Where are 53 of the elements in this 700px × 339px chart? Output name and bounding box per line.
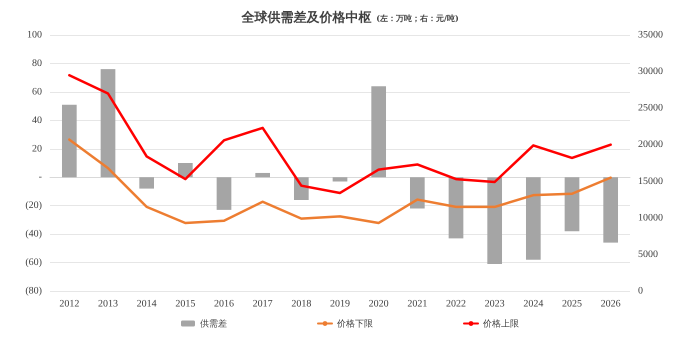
y-tick-label: 20 xyxy=(32,143,42,154)
x-tick-label: 2024 xyxy=(523,298,544,310)
y2-tick-label: 30000 xyxy=(638,66,663,78)
bar xyxy=(216,177,232,210)
bar xyxy=(487,177,502,264)
x-tick-label: 2023 xyxy=(484,298,505,310)
x-tick-label: 2026 xyxy=(600,298,621,310)
bar xyxy=(526,177,541,260)
line-series xyxy=(68,138,612,224)
x-tick-label: 2021 xyxy=(407,298,428,310)
x-tick-label: 2025 xyxy=(562,298,582,310)
x-tick-label: 2019 xyxy=(330,298,350,310)
x-tick-label: 2016 xyxy=(214,298,234,310)
y-tick-label: 100 xyxy=(27,30,42,40)
legend-label: 价格下限 xyxy=(336,318,373,328)
bar xyxy=(139,177,154,189)
y-tick-label: (80) xyxy=(25,286,42,296)
bar xyxy=(255,172,270,178)
y-tick-label: (40) xyxy=(25,228,42,240)
y-tick-label: 80 xyxy=(32,58,42,69)
y2-tick-label: 25000 xyxy=(638,102,663,114)
bar xyxy=(62,104,77,178)
y2-tick-label: 35000 xyxy=(638,30,663,40)
x-tick-label: 2015 xyxy=(175,298,196,310)
x-tick-label: 2020 xyxy=(368,298,389,310)
y-tick-label: 40 xyxy=(32,114,42,126)
x-tick-label: 2018 xyxy=(291,298,312,310)
legend-label: 价格上限 xyxy=(482,318,519,328)
line-series xyxy=(68,74,612,194)
x-tick-label: 2013 xyxy=(98,298,118,310)
y-tick-label: (20) xyxy=(25,200,42,212)
y-tick-label: (60) xyxy=(25,257,42,268)
y2-tick-label: 5000 xyxy=(638,248,658,260)
bar xyxy=(603,177,618,243)
bar xyxy=(371,86,386,178)
bar xyxy=(564,177,580,232)
bar xyxy=(332,177,348,182)
x-tick-label: 2017 xyxy=(252,298,273,310)
bar xyxy=(410,177,425,209)
y2-tick-label: 15000 xyxy=(638,176,663,187)
y-tick-label: 60 xyxy=(32,86,42,98)
y2-tick-label: 0 xyxy=(638,286,643,296)
bar xyxy=(448,177,464,238)
x-tick-label: 2014 xyxy=(136,298,157,310)
legend-label: 供需差 xyxy=(200,318,227,328)
x-tick-label: 2022 xyxy=(446,298,466,310)
bar xyxy=(100,69,116,178)
chart-subtitle: (左：万吨；右：元/吨) xyxy=(376,13,459,23)
x-tick-label: 2012 xyxy=(59,298,80,310)
y2-tick-label: 10000 xyxy=(638,212,663,224)
chart-title: 全球供需差及价格中枢 xyxy=(240,10,372,26)
y2-tick-label: 20000 xyxy=(638,139,663,150)
y-tick-label: - xyxy=(38,172,42,183)
